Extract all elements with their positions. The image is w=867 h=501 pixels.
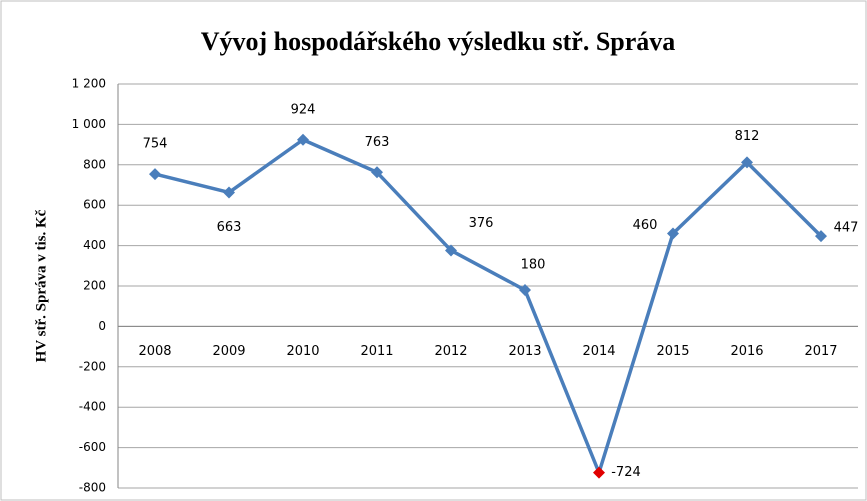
x-tick-label: 2015 [656,344,689,359]
data-label: 754 [143,137,168,152]
marker [815,230,827,243]
data-label: 763 [365,135,390,150]
marker [223,186,235,199]
y-tick-label: -200 [79,359,106,373]
data-label: 447 [834,221,859,236]
marker [741,156,753,169]
x-tick-label: 2013 [508,344,541,359]
data-label: -724 [611,465,641,480]
marker [297,133,309,146]
x-tick-label: 2011 [360,344,393,359]
x-tick-label: 2010 [286,344,319,359]
y-tick-label: 800 [83,157,106,171]
data-label: 663 [217,220,242,235]
line [154,138,823,475]
chart-title: Vývoj hospodářského výsledku stř. Správa [201,27,676,56]
marker [593,466,605,479]
data-label: 924 [291,102,316,117]
marker [371,166,383,179]
y-tick-label: -600 [79,440,106,454]
x-tick-label: 2017 [804,344,837,359]
y-tick-label: -800 [79,481,106,495]
data-label: 376 [469,216,494,231]
x-tick-label: 2016 [730,344,763,359]
y-axis-label: HV stř. Správa v tis. Kč [33,209,49,362]
y-tick-label: 400 [83,238,106,252]
marker [149,168,161,181]
y-tick-label: 600 [83,198,106,212]
x-tick-label: 2014 [582,344,615,359]
x-tick-label: 2009 [212,344,245,359]
y-tick-label: 1 200 [72,77,106,91]
marker [667,227,679,240]
data-label: 812 [735,129,760,144]
y-tick-label: 200 [83,279,106,293]
y-tick-label: 1 000 [72,117,106,131]
marker [445,244,457,257]
y-tick-label: -400 [79,400,106,414]
x-tick-label: 2008 [138,344,171,359]
x-tick-label: 2012 [434,344,467,359]
y-tick-label: 0 [98,319,106,333]
data-label: 460 [633,218,658,233]
marker [519,284,531,297]
data-label: 180 [521,258,546,273]
